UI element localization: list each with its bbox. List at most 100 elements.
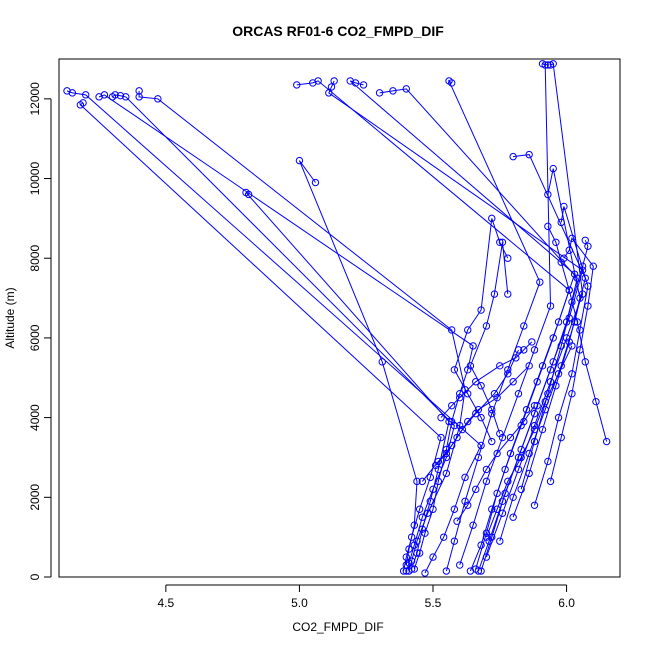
data-point [477, 382, 485, 390]
data-point [568, 342, 576, 350]
series-line [512, 168, 581, 518]
data-point [407, 565, 416, 573]
data-point [464, 390, 472, 398]
data-point [493, 393, 501, 402]
data-point [135, 87, 143, 95]
plot-frame [58, 58, 621, 578]
y-tick-label: 0 [28, 573, 42, 580]
data-point [472, 485, 480, 494]
data-point [415, 549, 424, 557]
data-point [488, 533, 496, 541]
y-axis-label: Altitude (m) [3, 287, 17, 348]
data-point [448, 326, 456, 334]
data-point [504, 290, 512, 298]
data-point [525, 469, 533, 478]
data-point [442, 567, 451, 575]
data-point [325, 89, 333, 97]
data-point [538, 425, 547, 434]
data-point [421, 569, 429, 577]
data-point [429, 505, 437, 513]
data-point [154, 95, 162, 103]
data-point [525, 150, 533, 159]
data-point [520, 346, 528, 354]
data-point [482, 553, 491, 561]
data-point [557, 218, 565, 227]
data-point [450, 537, 459, 545]
data-point [116, 91, 125, 100]
data-point [244, 190, 253, 199]
data-point [402, 553, 410, 561]
data-point [541, 405, 549, 414]
series-line [550, 237, 594, 482]
data-point [533, 401, 541, 410]
data-point [466, 362, 475, 370]
data-point [552, 238, 560, 246]
data-point [63, 87, 71, 95]
data-point [434, 477, 443, 486]
data-point [581, 358, 589, 366]
data-point [418, 477, 427, 486]
data-point [375, 89, 384, 97]
data-point [493, 449, 501, 458]
series-line [79, 102, 442, 572]
data-point [405, 545, 413, 553]
data-point [418, 525, 427, 533]
data-point [576, 326, 584, 334]
y-tick-label: 10000 [28, 162, 42, 196]
data-point [546, 378, 555, 386]
data-point [530, 401, 539, 410]
data-point [514, 346, 523, 354]
data-point [546, 477, 555, 486]
data-point [413, 477, 421, 486]
series-line [459, 63, 552, 566]
data-point [461, 473, 469, 482]
y-tick-label: 12000 [28, 82, 42, 116]
series-line [453, 218, 509, 442]
data-point [293, 81, 301, 89]
data-point [568, 298, 576, 306]
data-point [496, 429, 504, 438]
data-point [477, 541, 485, 549]
data-point [602, 437, 611, 446]
data-point [330, 77, 338, 85]
y-tick-label: 8000 [28, 245, 42, 272]
data-point [496, 537, 504, 545]
series-line [421, 349, 519, 482]
x-tick-label: 5.5 [425, 596, 442, 610]
data-point [504, 254, 512, 262]
data-point [554, 318, 563, 326]
data-point [450, 505, 459, 513]
data-point [482, 529, 491, 537]
data-point [496, 238, 504, 246]
data-point [464, 501, 472, 509]
data-point [108, 93, 117, 101]
data-point [570, 318, 579, 326]
data-point [402, 561, 410, 569]
data-point [560, 202, 568, 211]
data-point [557, 362, 565, 370]
data-point [488, 505, 496, 513]
data-point [509, 378, 517, 386]
data-point [546, 366, 555, 374]
data-point [584, 242, 592, 250]
data-point [520, 417, 528, 426]
data-point [477, 441, 485, 450]
series-line [469, 242, 509, 434]
data-point [490, 290, 499, 298]
series-line [485, 345, 573, 538]
series-line [245, 192, 450, 570]
data-point [378, 358, 386, 366]
data-point [549, 164, 557, 173]
series-line [66, 90, 482, 574]
data-point [544, 457, 552, 466]
data-point [557, 433, 565, 442]
data-point [493, 489, 501, 498]
data-point [541, 397, 549, 406]
data-point [530, 437, 539, 446]
data-point [506, 449, 515, 458]
series-lines [66, 63, 608, 574]
data-point [568, 370, 576, 378]
data-point [528, 338, 536, 346]
series-line [499, 154, 586, 542]
